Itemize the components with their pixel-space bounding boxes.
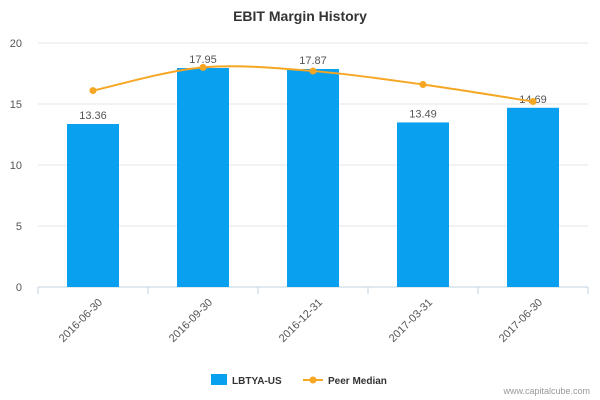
y-tick-label: 0 — [16, 282, 22, 294]
bar-data-label: 17.95 — [189, 54, 217, 66]
bar — [287, 68, 339, 288]
x-axis-tick-marks — [37, 287, 589, 294]
bar — [507, 107, 559, 287]
bar — [67, 124, 119, 288]
peer-median-point — [419, 80, 427, 88]
bar — [397, 122, 449, 287]
y-tick-label: 15 — [10, 99, 22, 111]
x-tick-label: 2017-03-31 — [387, 297, 435, 345]
y-tick-label: 10 — [10, 160, 22, 172]
legend: LBTYA-US Peer Median — [211, 374, 387, 387]
bar-series-lbtya-us — [67, 68, 559, 288]
peer-median-point — [89, 87, 97, 95]
x-tick-label: 2017-06-30 — [497, 297, 545, 345]
x-tick-label: 2016-12-31 — [277, 297, 325, 345]
credit-text: www.capitalcube.com — [502, 386, 590, 396]
x-axis-labels: 2016-06-30 2016-09-30 2016-12-31 2017-03-31… — [57, 297, 545, 345]
legend-label-lbtya-us: LBTYA-US — [232, 376, 282, 387]
bar-data-label: 13.49 — [409, 108, 437, 120]
chart-title: EBIT Margin History — [233, 8, 367, 24]
peer-median-point — [199, 63, 207, 71]
legend-label-peer-median: Peer Median — [328, 376, 387, 387]
bar-data-label: 13.36 — [79, 110, 107, 122]
y-tick-label: 20 — [10, 38, 22, 50]
bar — [177, 68, 229, 287]
x-tick-label: 2016-06-30 — [57, 297, 105, 345]
x-tick-label: 2016-09-30 — [167, 297, 215, 345]
peer-median-point — [309, 67, 317, 75]
legend-swatch-lbtya-us — [211, 374, 227, 385]
y-tick-label: 5 — [16, 221, 22, 233]
bar-data-label: 17.87 — [299, 55, 327, 67]
y-axis-ticks: 0 5 10 15 20 — [10, 38, 22, 294]
legend-marker-peer-median — [309, 376, 317, 384]
line-series-peer-median — [89, 63, 537, 106]
peer-median-point — [529, 98, 537, 106]
